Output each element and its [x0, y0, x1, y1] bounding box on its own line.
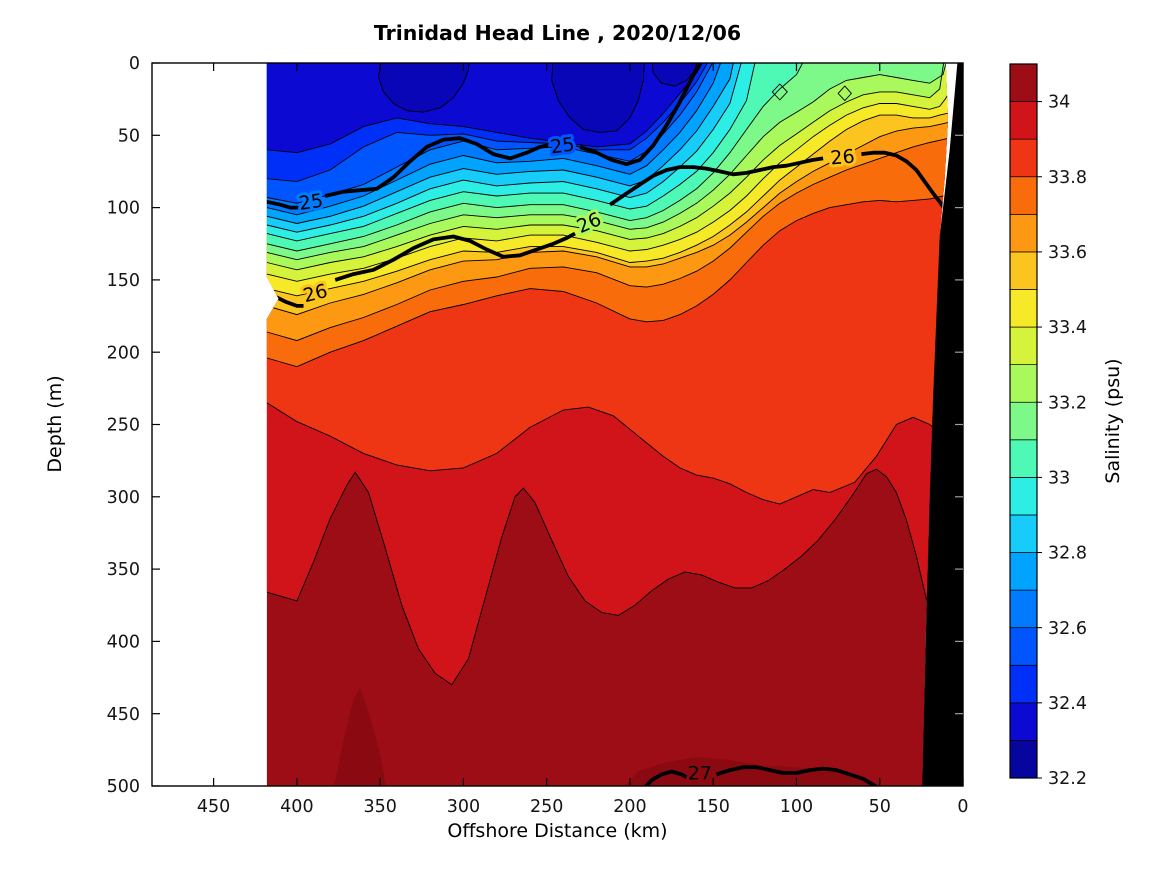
colorbar-tick-label-32.8: 32.8	[1048, 544, 1087, 564]
colorbar-segment-10	[1009, 364, 1038, 403]
colorbar-segment-4	[1009, 589, 1038, 629]
contour-line-32.8	[266, 63, 736, 224]
density-contour-26-seg1	[334, 231, 576, 282]
contour-line-32.5	[266, 63, 712, 183]
density-contour-27-seg1	[715, 765, 881, 786]
x-tick-label-250: 250	[530, 797, 563, 817]
density-contour-25-seg1	[324, 136, 549, 198]
colorbar-segment-7	[1009, 477, 1038, 516]
y-tick-label-250: 250	[107, 416, 140, 436]
contour-line-33.9	[266, 402, 948, 505]
axes: 450 400 350 300 250 200 150 100 50 00501001502002…	[107, 54, 969, 817]
y-tick-label-450: 450	[107, 705, 140, 725]
colorbar-segment-3	[1009, 627, 1038, 666]
surface-pocket-0	[378, 63, 471, 113]
density-contour-26-seg3	[861, 150, 947, 211]
colorbar-tick-label-32.6: 32.6	[1048, 619, 1087, 639]
density-contour-26-seg2	[608, 156, 824, 207]
contour-label-27: 27	[688, 763, 712, 785]
y-tick-label-0: 0	[129, 54, 140, 74]
contour-field	[266, 63, 948, 786]
x-tick-label-50: 50	[869, 797, 891, 817]
y-tick-label-350: 350	[107, 560, 140, 580]
plot-title: Trinidad Head Line , 2020/12/06	[373, 21, 742, 45]
surface-pocket-1	[551, 63, 646, 133]
x-tick-label-200: 200	[613, 797, 646, 817]
colorbar-segment-13	[1009, 251, 1038, 290]
y-tick-label-200: 200	[107, 343, 140, 363]
colorbar-segment-0	[1009, 740, 1038, 779]
density-contour-25-seg2	[579, 63, 704, 167]
contour-label-26: 26	[830, 146, 856, 170]
colorbar-segment-17	[1009, 101, 1038, 140]
colorbar-tick-label-33.2: 33.2	[1048, 393, 1087, 413]
contour-line-33.3	[266, 63, 946, 271]
colorbar-segment-2	[1009, 664, 1038, 704]
colorbar-segment-8	[1009, 439, 1038, 478]
x-tick-label-150: 150	[697, 797, 730, 817]
x-tick-label-300: 300	[447, 797, 480, 817]
colorbar-segment-6	[1009, 514, 1038, 553]
contour-line-33.5	[266, 111, 948, 297]
colorbar-tick-label-33: 33	[1048, 468, 1070, 488]
y-tick-label-500: 500	[107, 777, 140, 797]
contour-line-32.4	[266, 63, 707, 154]
y-axis-label: Depth (m)	[44, 375, 66, 473]
x-tick-label-350: 350	[363, 797, 396, 817]
contour-line-32.7	[266, 63, 724, 216]
contour-line-32.6	[266, 63, 717, 204]
contour-line-33	[266, 63, 757, 242]
colorbar-segment-16	[1009, 138, 1038, 178]
x-axis-label: Offshore Distance (km)	[447, 820, 668, 842]
colorbar-segment-1	[1009, 702, 1038, 741]
colorbar-tick-label-34: 34	[1048, 93, 1070, 113]
contour-line-33.2	[266, 63, 948, 261]
closed-contour-0	[771, 83, 788, 101]
colorbar-label: Salinity (psu)	[1102, 358, 1124, 484]
density-contour-25-seg0	[266, 199, 299, 210]
x-tick-label-0: 0	[957, 797, 968, 817]
contour-label-25: 25	[298, 190, 325, 215]
colorbar-segment-14	[1009, 213, 1038, 253]
contour-line-32.9	[266, 63, 744, 233]
colorbar-segment-15	[1009, 176, 1038, 215]
colorbar-tick-label-33.4: 33.4	[1048, 318, 1087, 338]
x-tick-label-450: 450	[197, 797, 230, 817]
colorbar-tick-label-32.2: 32.2	[1048, 769, 1087, 789]
colorbar-tick-label-33.6: 33.6	[1048, 243, 1087, 263]
contour-line-33.7	[266, 136, 948, 342]
colorbar-segment-9	[1009, 401, 1038, 441]
contour-line-34	[266, 468, 948, 717]
x-tick-label-100: 100	[780, 797, 813, 817]
density-contour-26-seg0	[272, 294, 304, 308]
y-tick-label-400: 400	[107, 633, 140, 653]
y-tick-label-150: 150	[107, 271, 140, 291]
contour-line-33.6	[266, 120, 948, 316]
density-contour-27-seg0	[643, 769, 688, 786]
colorbar-tick-label-33.8: 33.8	[1048, 168, 1087, 188]
contour-line-33.8	[266, 192, 948, 368]
colorbar-segment-18	[1009, 63, 1038, 102]
colorbar: 34 33.8 33.6 33.4 33.2 33 32.8 32.6 32.4 32.2	[1009, 63, 1087, 789]
colorbar-segment-12	[1009, 289, 1038, 328]
contour-line-33.4	[266, 77, 948, 282]
colorbar-segment-5	[1009, 552, 1038, 591]
y-tick-label-50: 50	[118, 126, 140, 146]
contour-line-33.1	[266, 63, 807, 252]
x-tick-label-400: 400	[280, 797, 313, 817]
colorbar-tick-label-32.4: 32.4	[1048, 694, 1087, 714]
plot-area	[266, 63, 963, 786]
contour-label-25: 25	[549, 133, 576, 158]
deep-pocket-1	[621, 757, 880, 786]
coast-wedge	[922, 63, 963, 786]
closed-contour-1	[837, 85, 853, 102]
colorbar-segment-11	[1009, 326, 1038, 365]
deep-pocket-0	[333, 687, 387, 786]
y-tick-label-100: 100	[107, 199, 140, 219]
y-tick-label-300: 300	[107, 488, 140, 508]
